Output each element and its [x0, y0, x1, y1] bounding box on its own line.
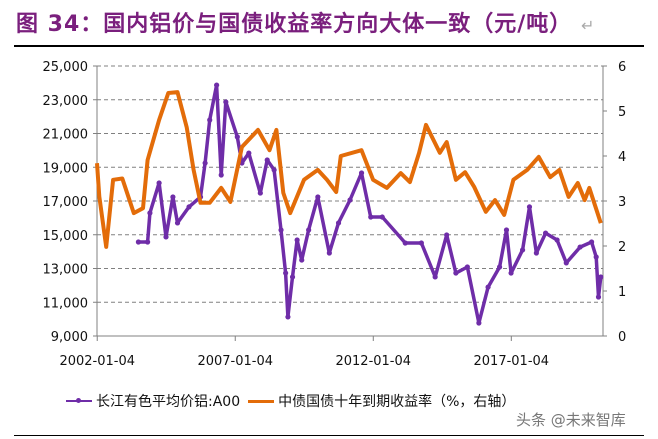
data-point-aluminum	[145, 239, 151, 245]
data-point-aluminum	[595, 294, 602, 300]
left-tick-label: 23,000	[43, 94, 89, 109]
legend: 长江有色平均价铝:A00 中债国债十年到期收益率（%，右轴）	[66, 391, 523, 411]
x-tick-label: 2007-01-04	[197, 354, 273, 369]
data-point-aluminum	[278, 227, 284, 233]
data-point-aluminum	[289, 274, 296, 280]
data-point-aluminum	[264, 157, 270, 163]
left-tick-label: 15,000	[43, 229, 89, 244]
data-point-aluminum	[299, 257, 305, 263]
data-point-aluminum	[519, 247, 526, 253]
data-point-aluminum	[163, 234, 169, 240]
data-point-aluminum	[156, 180, 162, 186]
data-point-aluminum	[223, 99, 229, 105]
data-point-aluminum	[588, 239, 595, 245]
data-point-aluminum	[577, 244, 583, 250]
legend-item-yield: 中债国债十年到期收益率（%，右轴）	[248, 391, 515, 411]
x-tick-label: 2017-01-04	[474, 354, 550, 369]
paragraph-mark: ↵	[580, 16, 596, 35]
data-point-aluminum	[453, 270, 459, 276]
data-point-aluminum	[207, 117, 213, 123]
right-tick-label: 5	[618, 105, 626, 120]
data-point-aluminum	[598, 274, 604, 280]
series-line-aluminum	[138, 83, 603, 325]
data-point-aluminum	[257, 190, 263, 196]
legend-item-aluminum: 长江有色平均价铝:A00	[66, 391, 240, 411]
left-tick-label: 11,000	[43, 296, 89, 311]
data-point-aluminum	[214, 82, 220, 88]
data-point-aluminum	[542, 230, 549, 236]
bottom-rule	[14, 435, 644, 436]
data-point-aluminum	[526, 204, 533, 210]
right-tick-label: 6	[618, 60, 626, 75]
right-tick-label: 2	[618, 240, 626, 255]
right-tick-label: 0	[618, 330, 626, 345]
series-line-yield	[95, 90, 603, 249]
data-point-aluminum	[294, 237, 300, 243]
left-tick-label: 19,000	[43, 161, 89, 176]
data-point-aluminum	[202, 160, 208, 166]
data-point-aluminum	[476, 320, 482, 326]
data-point-aluminum	[508, 270, 514, 276]
x-tick-label: 2002-01-04	[59, 354, 135, 369]
legend-swatch-aluminum	[66, 398, 92, 403]
data-point-aluminum	[503, 227, 510, 233]
data-point-aluminum	[306, 227, 312, 233]
data-point-aluminum	[186, 204, 192, 210]
right-tick-label: 1	[618, 285, 626, 300]
left-tick-label: 25,000	[43, 60, 89, 75]
right-tick-label: 3	[618, 195, 626, 210]
data-point-aluminum	[315, 194, 321, 200]
chart-title: 图 34：国内铝价与国债收益率方向大体一致（元/吨） ↵	[16, 6, 595, 38]
data-point-aluminum	[285, 314, 291, 320]
data-point-aluminum	[563, 260, 569, 266]
data-point-aluminum	[347, 197, 353, 203]
data-point-aluminum	[271, 167, 277, 173]
title-text: 图 34：国内铝价与国债收益率方向大体一致（元/吨）	[16, 12, 573, 37]
data-point-aluminum	[170, 194, 176, 200]
left-tick-label: 21,000	[43, 128, 89, 143]
data-point-aluminum	[444, 232, 450, 238]
data-point-aluminum	[246, 150, 252, 156]
data-point-aluminum	[496, 264, 503, 270]
left-tick-label: 17,000	[43, 195, 89, 210]
data-point-aluminum	[554, 237, 560, 243]
data-point-aluminum	[283, 270, 289, 276]
left-tick-label: 13,000	[43, 263, 89, 278]
top-rule	[14, 45, 644, 47]
data-point-aluminum	[147, 210, 153, 216]
legend-label-yield: 中债国债十年到期收益率（%，右轴）	[278, 394, 516, 410]
data-point-aluminum	[533, 250, 539, 256]
data-point-aluminum	[218, 172, 224, 178]
data-point-aluminum	[335, 220, 342, 226]
data-point-aluminum	[135, 239, 142, 245]
data-point-aluminum	[485, 284, 491, 290]
data-point-aluminum	[593, 254, 599, 260]
data-point-aluminum	[326, 250, 332, 256]
left-tick-label: 9,000	[51, 330, 88, 345]
data-point-aluminum	[174, 220, 181, 226]
watermark: 头条 @未来智库	[516, 411, 626, 429]
right-tick-label: 4	[618, 150, 626, 165]
data-point-aluminum	[402, 240, 408, 246]
legend-label-aluminum: 长江有色平均价铝:A00	[96, 394, 241, 410]
legend-swatch-yield	[248, 399, 275, 403]
x-tick-label: 2012-01-04	[335, 354, 411, 369]
data-point-aluminum	[464, 264, 470, 270]
data-point-aluminum	[379, 214, 385, 220]
data-point-aluminum	[368, 214, 374, 220]
data-point-aluminum	[432, 274, 438, 280]
data-point-aluminum	[418, 240, 424, 246]
data-point-aluminum	[358, 170, 365, 176]
data-point-aluminum	[234, 134, 240, 140]
